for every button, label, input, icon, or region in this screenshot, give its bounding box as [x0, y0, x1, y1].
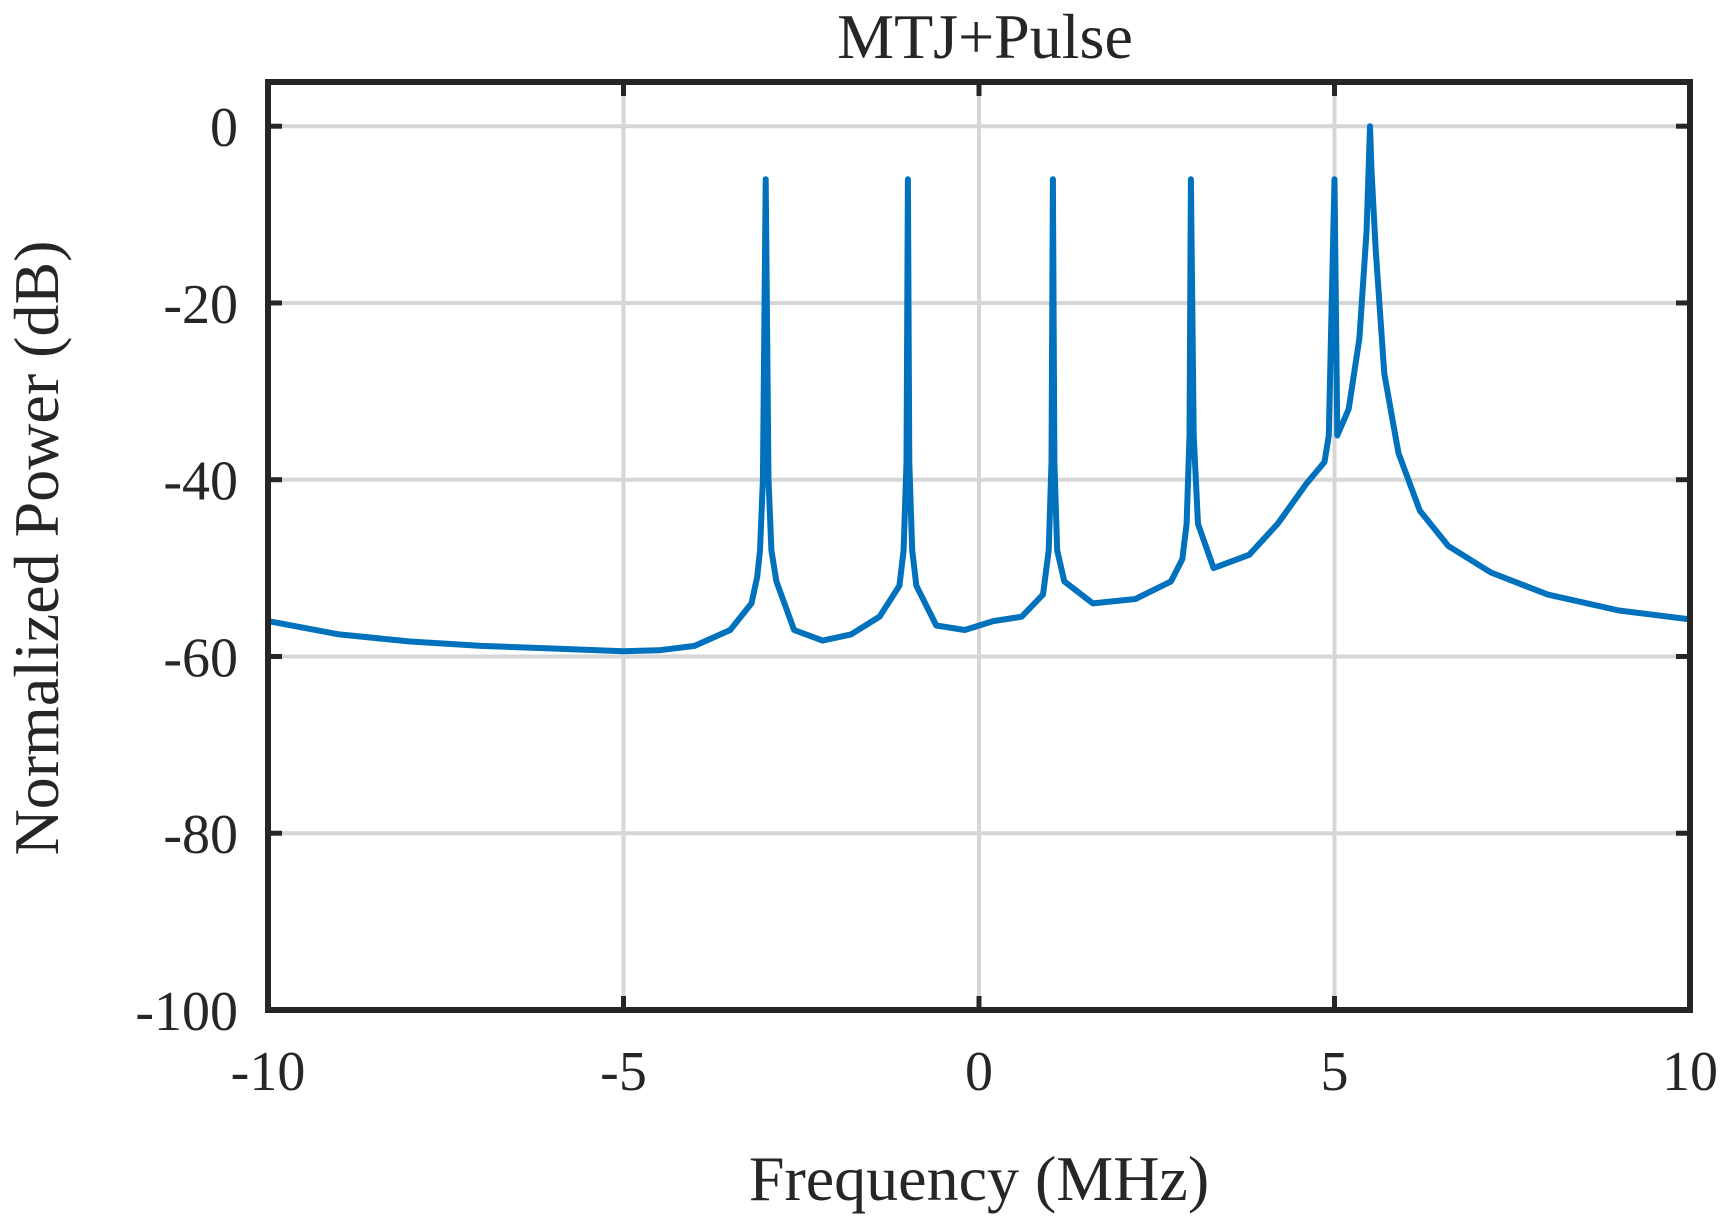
x-tick-label: 5: [1321, 1041, 1349, 1103]
x-tick-label: -5: [600, 1041, 647, 1103]
x-tick-label: -10: [231, 1041, 306, 1103]
y-tick-label: -40: [163, 451, 238, 513]
y-tick-label: 0: [210, 97, 238, 159]
series-layer: [265, 123, 1693, 655]
x-tick-label: 10: [1662, 1041, 1718, 1103]
y-tick-labels: -100 -80 -60 -40 -20 0: [135, 97, 238, 1043]
y-tick-label: -20: [163, 274, 238, 336]
x-tick-label: 0: [965, 1041, 993, 1103]
y-tick-label: -100: [135, 981, 238, 1043]
tick-marks: [265, 82, 1693, 1013]
series-line-spectrum: [265, 123, 1693, 655]
x-axis-title: Frequency (MHz): [749, 1143, 1209, 1214]
y-tick-label: -60: [163, 627, 238, 689]
x-tick-labels: -10 -5 0 5 10: [231, 1041, 1718, 1103]
y-tick-label: -80: [163, 804, 238, 866]
y-axis-title: Normalized Power (dB): [1, 241, 72, 856]
chart-title: MTJ+Pulse: [837, 1, 1133, 72]
